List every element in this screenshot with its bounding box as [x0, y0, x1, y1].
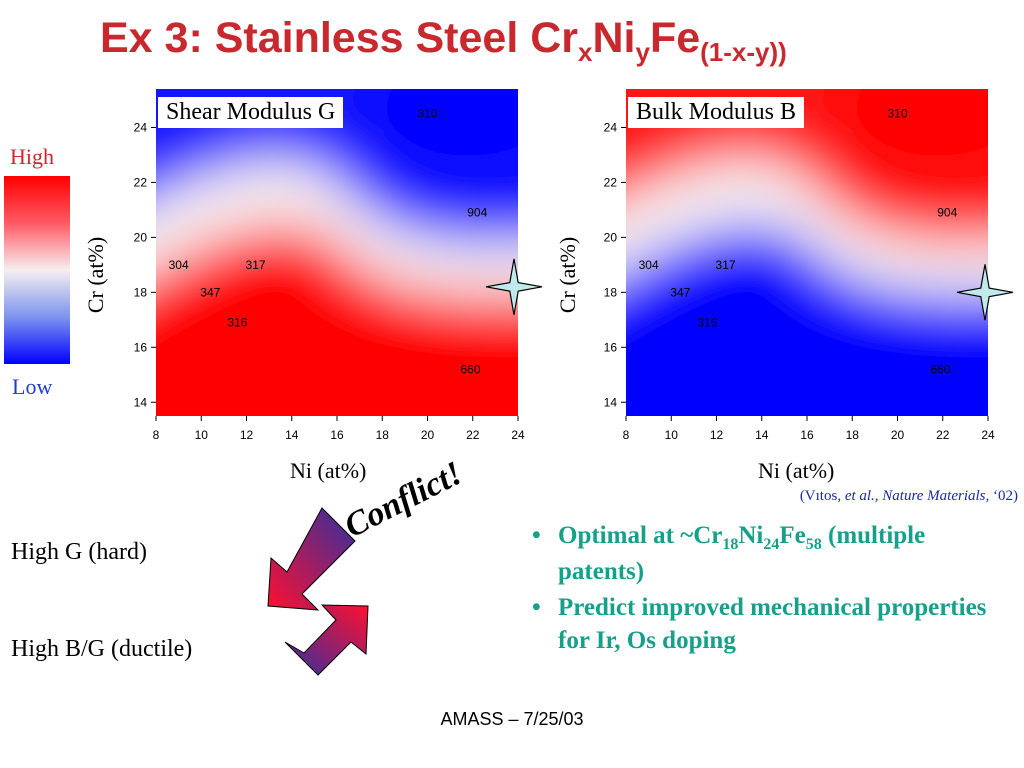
y-tick-label: 16 [134, 340, 148, 354]
alloy-label-310: 310 [417, 107, 437, 121]
x-tick-label: 20 [891, 428, 905, 442]
x-tick-label: 18 [376, 428, 390, 442]
alloy-label-316: 316 [227, 316, 247, 330]
optimum-star-icon [485, 258, 543, 315]
alloy-label-347: 347 [670, 285, 690, 299]
shear-ylabel: Cr (at%) [83, 236, 109, 314]
citation: (Vıtos, et al., Nature Materials, ‘02) [799, 488, 1018, 504]
arrow-down-right-icon [284, 604, 369, 676]
x-tick-label: 20 [421, 428, 435, 442]
alloy-label-347: 347 [200, 285, 220, 299]
color-scale-bar [4, 176, 70, 364]
y-tick-label: 16 [604, 340, 618, 354]
alloy-label-660: 660 [930, 362, 950, 376]
x-tick-label: 8 [623, 428, 630, 442]
y-tick-label: 24 [604, 120, 618, 134]
x-tick-label: 16 [800, 428, 814, 442]
high-g-label: High G (hard) [11, 539, 147, 565]
x-tick-label: 10 [665, 428, 679, 442]
alloy-annotations: 304 317 347 316 904 660 310 [169, 107, 488, 377]
x-tick-label: 14 [755, 428, 769, 442]
findings-list: Optimal at ~Cr18Ni24Fe58 (multiple paten… [528, 520, 1008, 661]
heatmap-field [156, 89, 518, 416]
alloy-label-310: 310 [887, 107, 907, 121]
bullet-optimal: Optimal at ~Cr18Ni24Fe58 (multiple paten… [528, 520, 1008, 588]
shear-modulus-title: Shear Modulus G [158, 97, 344, 128]
alloy-label-660: 660 [460, 362, 480, 376]
arrow-up-left-icon [267, 507, 356, 611]
y-tick-label: 14 [604, 395, 618, 409]
alloy-label-317: 317 [716, 258, 736, 272]
x-tick-label: 24 [511, 428, 525, 442]
y-tick-label: 20 [604, 230, 618, 244]
optimum-star-icon [956, 264, 1014, 321]
bulk-xlabel: Ni (at%) [758, 458, 835, 483]
alloy-label-316: 316 [697, 316, 717, 330]
y-tick-label: 22 [134, 175, 148, 189]
heatmap-field [626, 89, 988, 416]
slide-title: Ex 3: Stainless Steel CrxNiyFe(1-x-y)) [100, 14, 787, 67]
x-tick-label: 22 [936, 428, 950, 442]
x-tick-label: 10 [195, 428, 209, 442]
x-tick-label: 12 [240, 428, 254, 442]
x-tick-label: 14 [285, 428, 299, 442]
alloy-label-317: 317 [246, 258, 266, 272]
alloy-label-904: 904 [467, 206, 487, 220]
alloy-label-304: 304 [169, 258, 189, 272]
y-tick-label: 22 [604, 175, 618, 189]
x-tick-label: 8 [153, 428, 160, 442]
shear-modulus-chart: 8 10 12 14 16 18 20 22 24 14 16 18 20 22 24 304 317 347 31… [134, 89, 543, 442]
bullet-predict: Predict improved mechanical properties f… [528, 592, 1008, 657]
y-tick-label: 18 [134, 285, 148, 299]
y-tick-label: 24 [134, 120, 148, 134]
y-tick-label: 20 [134, 230, 148, 244]
x-tick-label: 12 [710, 428, 724, 442]
y-tick-label: 18 [604, 285, 618, 299]
scale-high-label: High [10, 144, 54, 169]
scale-low-label: Low [12, 374, 53, 399]
x-tick-label: 18 [846, 428, 860, 442]
x-tick-label: 16 [330, 428, 344, 442]
bulk-ylabel: Cr (at%) [555, 236, 581, 314]
bulk-modulus-chart: 8 10 12 14 16 18 20 22 24 14 16 18 20 22 24 304 317 347 31… [604, 89, 1014, 442]
bulk-modulus-title: Bulk Modulus B [628, 97, 805, 128]
alloy-annotations: 304 317 347 316 904 660 310 [639, 107, 958, 377]
shear-xlabel: Ni (at%) [290, 458, 367, 483]
footer: AMASS – 7/25/03 [440, 709, 584, 729]
x-tick-label: 24 [981, 428, 995, 442]
conflict-arrows [267, 507, 369, 676]
y-tick-label: 14 [134, 395, 148, 409]
alloy-label-304: 304 [639, 258, 659, 272]
x-tick-label: 22 [466, 428, 480, 442]
high-bg-label: High B/G (ductile) [11, 636, 193, 662]
axes: 8 10 12 14 16 18 20 22 24 14 16 18 20 22 24 [134, 120, 525, 442]
axes: 8 10 12 14 16 18 20 22 24 14 16 18 20 22 24 [604, 120, 995, 442]
alloy-label-904: 904 [937, 206, 957, 220]
